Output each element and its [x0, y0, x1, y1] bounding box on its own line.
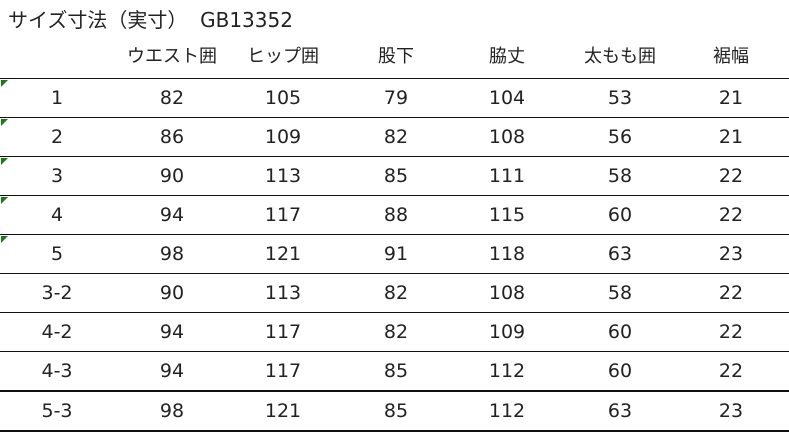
table-cell: 98 [159, 400, 185, 422]
table-cell: 56 [607, 126, 633, 148]
table-cell: 117 [264, 321, 302, 343]
table-row: 5 98 121 91 118 63 23 [0, 234, 789, 273]
table-row: 1 82 105 79 104 53 21 [0, 78, 789, 117]
cell-indicator-icon [1, 119, 8, 126]
table-cell: 82 [383, 126, 409, 148]
table-cell: 94 [159, 204, 185, 226]
size-label: 1 [50, 87, 64, 109]
table-cell: 60 [607, 321, 633, 343]
table-cell: 79 [383, 87, 409, 109]
table-cell: 85 [383, 400, 409, 422]
table-cell: 88 [383, 204, 409, 226]
table-cell: 121 [264, 243, 302, 265]
table-cell: 108 [488, 282, 526, 304]
table-row: 4 94 117 88 115 60 22 [0, 195, 789, 234]
table-cell: 94 [159, 321, 185, 343]
table-row: 3-2 90 113 82 108 58 22 [0, 273, 789, 312]
table-cell: 23 [718, 400, 744, 422]
table-cell: 82 [159, 87, 185, 109]
table-cell: 108 [488, 126, 526, 148]
size-label: 3 [50, 165, 64, 187]
table-cell: 91 [383, 243, 409, 265]
table-cell: 21 [718, 87, 744, 109]
table-cell: 112 [488, 400, 526, 422]
column-header: ウエスト囲 [127, 46, 217, 67]
table-cell: 60 [607, 204, 633, 226]
table-cell: 121 [264, 400, 302, 422]
table-cell: 60 [607, 360, 633, 382]
column-header: ヒップ囲 [247, 46, 319, 67]
table-cell: 85 [383, 360, 409, 382]
size-label: 4-3 [41, 360, 73, 382]
table-cell: 109 [488, 321, 526, 343]
table-cell: 104 [488, 87, 526, 109]
table-cell: 113 [264, 282, 302, 304]
table-cell: 21 [718, 126, 744, 148]
table-row: 4-3 94 117 85 112 60 22 [0, 351, 789, 390]
cell-indicator-icon [1, 197, 8, 204]
size-label: 5 [50, 243, 64, 265]
table-header: ウエスト囲 ヒップ囲 股下 脇丈 太もも囲 裾幅 [0, 42, 789, 72]
cell-indicator-icon [1, 236, 8, 243]
table-cell: 22 [718, 282, 744, 304]
column-header: 太もも囲 [584, 46, 656, 67]
table-cell: 113 [264, 165, 302, 187]
table-title: サイズ寸法（実寸） GB13352 [8, 8, 293, 32]
table-cell: 115 [488, 204, 526, 226]
table-cell: 85 [383, 165, 409, 187]
size-label: 4-2 [41, 321, 73, 343]
table-cell: 117 [264, 360, 302, 382]
cell-indicator-icon [1, 158, 8, 165]
table-cell: 90 [159, 165, 185, 187]
table-cell: 22 [718, 321, 744, 343]
size-label: 4 [50, 204, 64, 226]
column-header: 股下 [378, 46, 414, 67]
column-header: 脇丈 [489, 46, 525, 67]
table-cell: 94 [159, 360, 185, 382]
size-label: 2 [50, 126, 64, 148]
cell-indicator-icon [1, 80, 8, 87]
table-row: 5-3 98 121 85 112 63 23 [0, 390, 789, 432]
table-cell: 58 [607, 282, 633, 304]
table-cell: 117 [264, 204, 302, 226]
table-cell: 63 [607, 243, 633, 265]
table-cell: 98 [159, 243, 185, 265]
table-cell: 53 [607, 87, 633, 109]
table-cell: 112 [488, 360, 526, 382]
table-row: 3 90 113 85 111 58 22 [0, 156, 789, 195]
table-cell: 109 [264, 126, 302, 148]
table-cell: 63 [607, 400, 633, 422]
table-cell: 105 [264, 87, 302, 109]
size-table: 1 82 105 79 104 53 21 2 86 109 82 108 56 21 3 90 113 85 11… [0, 78, 789, 432]
column-header: 裾幅 [713, 46, 749, 67]
table-row: 2 86 109 82 108 56 21 [0, 117, 789, 156]
table-cell: 58 [607, 165, 633, 187]
size-label: 3-2 [41, 282, 73, 304]
table-row: 4-2 94 117 82 109 60 22 [0, 312, 789, 351]
table-cell: 111 [488, 165, 526, 187]
size-label: 5-3 [41, 400, 73, 422]
table-cell: 22 [718, 204, 744, 226]
table-cell: 90 [159, 282, 185, 304]
table-cell: 22 [718, 165, 744, 187]
table-cell: 23 [718, 243, 744, 265]
table-cell: 22 [718, 360, 744, 382]
table-cell: 82 [383, 321, 409, 343]
table-cell: 82 [383, 282, 409, 304]
table-cell: 118 [488, 243, 526, 265]
table-cell: 86 [159, 126, 185, 148]
